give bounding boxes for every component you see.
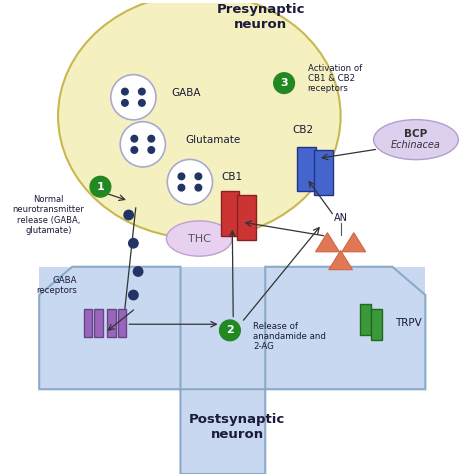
Text: 1: 1 — [97, 182, 104, 191]
Text: Activation of
CB1 & CB2
receptors: Activation of CB1 & CB2 receptors — [308, 64, 362, 93]
Polygon shape — [39, 267, 425, 474]
Circle shape — [131, 146, 137, 153]
Circle shape — [219, 320, 240, 341]
Circle shape — [148, 146, 155, 153]
Bar — [94, 309, 103, 337]
Circle shape — [120, 122, 165, 167]
Bar — [360, 304, 371, 335]
Text: THC: THC — [188, 234, 211, 244]
Text: Presynaptic
neuron: Presynaptic neuron — [216, 3, 305, 31]
Text: GABA: GABA — [171, 88, 201, 98]
Bar — [297, 146, 316, 191]
Bar — [84, 309, 92, 337]
Circle shape — [111, 74, 156, 120]
Text: TRPV: TRPV — [395, 319, 421, 328]
Ellipse shape — [166, 221, 232, 256]
Text: BCP: BCP — [404, 129, 428, 139]
Circle shape — [122, 88, 128, 95]
Text: GABA
receptors: GABA receptors — [36, 276, 77, 295]
Text: Release of
anandamide and
2-AG: Release of anandamide and 2-AG — [254, 321, 327, 351]
Bar — [181, 389, 265, 474]
Text: Postsynaptic
neuron: Postsynaptic neuron — [189, 413, 285, 441]
Text: AN: AN — [334, 213, 347, 223]
Bar — [237, 195, 256, 240]
Text: 3: 3 — [280, 78, 288, 88]
Polygon shape — [329, 251, 353, 270]
Text: Glutamate: Glutamate — [185, 135, 240, 145]
Circle shape — [128, 238, 138, 248]
Text: Echinacea: Echinacea — [391, 140, 441, 150]
Bar — [108, 309, 116, 337]
Circle shape — [133, 267, 143, 276]
Bar — [371, 309, 382, 340]
Circle shape — [273, 73, 294, 93]
Circle shape — [90, 176, 111, 197]
Text: CB2: CB2 — [292, 125, 313, 135]
Circle shape — [148, 136, 155, 142]
Text: CB1: CB1 — [222, 172, 243, 182]
Circle shape — [128, 291, 138, 300]
Circle shape — [195, 173, 201, 180]
Bar — [39, 267, 425, 389]
Circle shape — [122, 100, 128, 106]
Circle shape — [138, 100, 145, 106]
Text: Normal
neurotransmitter
release (GABA,
glutamate): Normal neurotransmitter release (GABA, g… — [13, 195, 84, 235]
Ellipse shape — [58, 0, 341, 238]
Circle shape — [124, 210, 133, 219]
Circle shape — [131, 136, 137, 142]
Bar — [220, 191, 239, 236]
Text: 2: 2 — [226, 325, 234, 336]
Bar — [314, 150, 333, 195]
Bar — [118, 309, 127, 337]
Polygon shape — [316, 233, 339, 252]
Ellipse shape — [374, 119, 458, 160]
Circle shape — [138, 88, 145, 95]
Circle shape — [195, 184, 201, 191]
Polygon shape — [342, 233, 365, 252]
Circle shape — [167, 159, 212, 205]
Circle shape — [178, 184, 185, 191]
Circle shape — [178, 173, 185, 180]
